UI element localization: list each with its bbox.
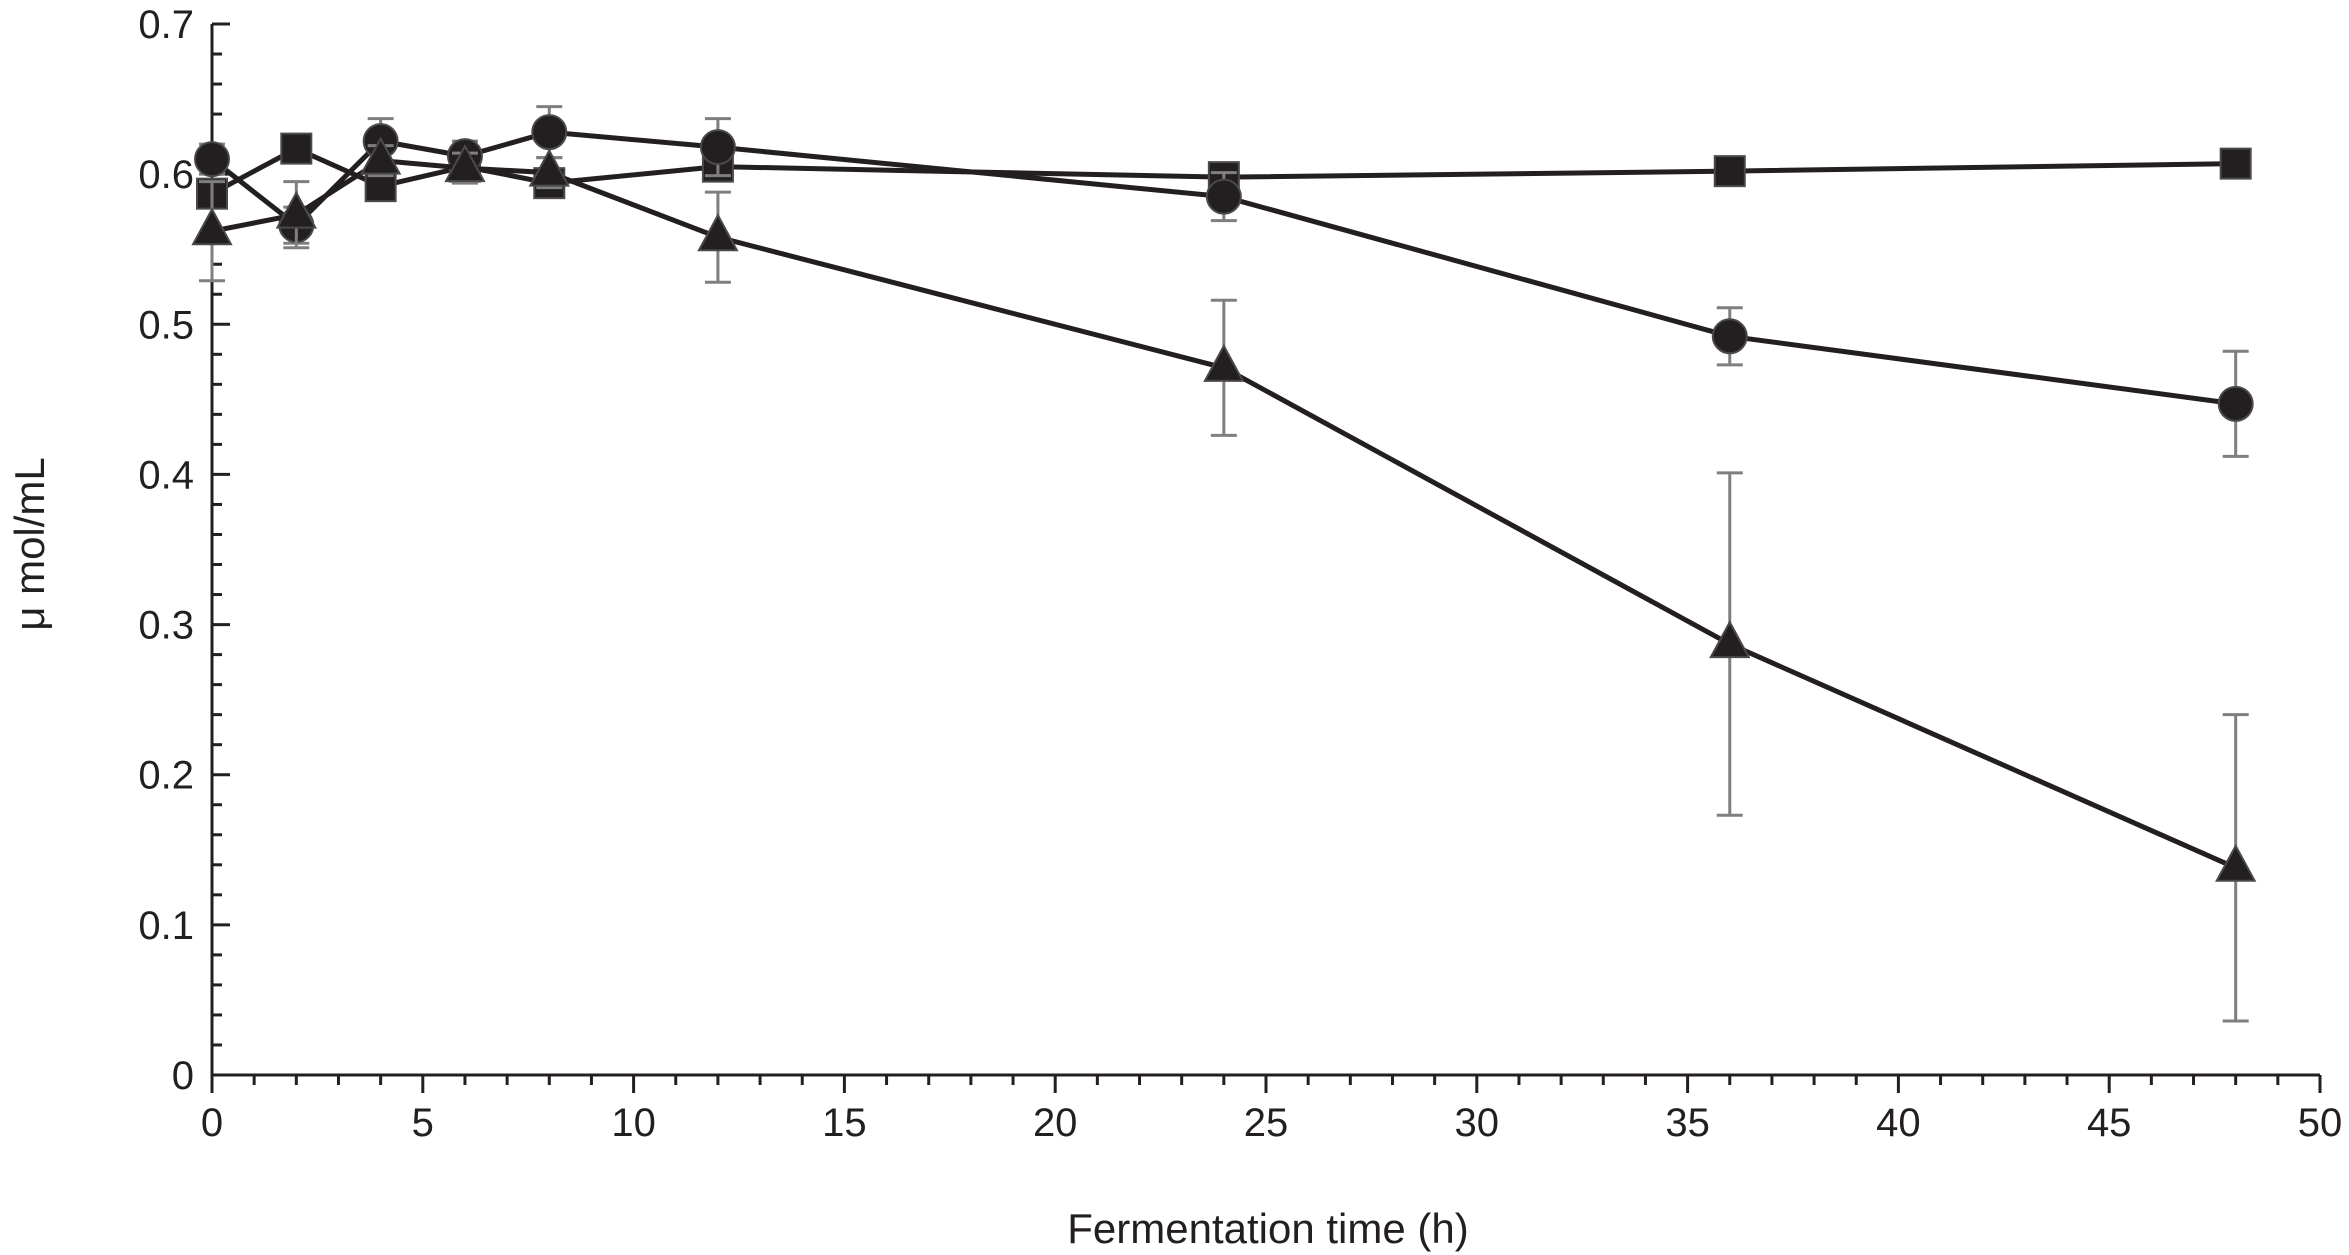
y-tick-label: 0.4 (138, 453, 194, 497)
data-point-circle (2217, 385, 2254, 422)
x-tick-label: 0 (201, 1101, 223, 1145)
data-point-triangle (359, 136, 402, 175)
data-point-circle (194, 141, 230, 178)
data-point-triangle (1709, 619, 1751, 659)
data-point-square (1713, 155, 1746, 188)
y-tick-label: 0.3 (138, 604, 194, 648)
y-tick-label: 0.7 (138, 3, 194, 47)
y-tick-label: 0 (172, 1054, 194, 1098)
x-tick-label: 10 (611, 1101, 656, 1145)
x-tick-label: 40 (1876, 1101, 1921, 1145)
y-axis-title: μ mol/mL (6, 457, 53, 631)
x-tick-label: 30 (1455, 1101, 1500, 1145)
x-tick-label: 45 (2087, 1101, 2132, 1145)
y-tick-label: 0.1 (138, 904, 194, 948)
data-point-circle (1711, 318, 1748, 355)
x-tick-label: 5 (412, 1101, 434, 1145)
data-point-square (2219, 147, 2252, 180)
data-point-square (280, 132, 313, 165)
data-point-circle (531, 114, 568, 151)
x-tick-label: 20 (1033, 1101, 1078, 1145)
data-point-triangle (1203, 343, 1245, 382)
data-point-triangle (697, 213, 739, 252)
x-tick-label: 15 (822, 1101, 867, 1145)
data-point-triangle (2214, 843, 2257, 882)
axes: 0 5 10 15 20 25 30 35 40 45 50 0 0.1 0.2 0.3 0.4 0.5 0.6 0… (138, 3, 2342, 1145)
data-point-triangle (528, 148, 570, 187)
series-line-triangle (211, 158, 2237, 871)
y-tick-label: 0.6 (138, 153, 194, 197)
x-axis-title: Fermentation time (h) (1067, 1205, 1468, 1252)
data-point-triangle (275, 190, 318, 229)
y-tick-label: 0.2 (138, 754, 194, 798)
x-tick-label: 35 (1665, 1101, 1710, 1145)
y-tick-label: 0.5 (138, 303, 194, 347)
x-tick-label: 50 (2298, 1101, 2343, 1145)
data-point-circle (699, 129, 736, 166)
x-tick-label: 25 (1244, 1101, 1289, 1145)
series-triangle (191, 136, 2257, 1023)
data-point-circle (1205, 178, 1242, 215)
data-point-triangle (191, 207, 233, 246)
data-point-triangle (444, 144, 486, 183)
series-layer (191, 105, 2257, 1023)
